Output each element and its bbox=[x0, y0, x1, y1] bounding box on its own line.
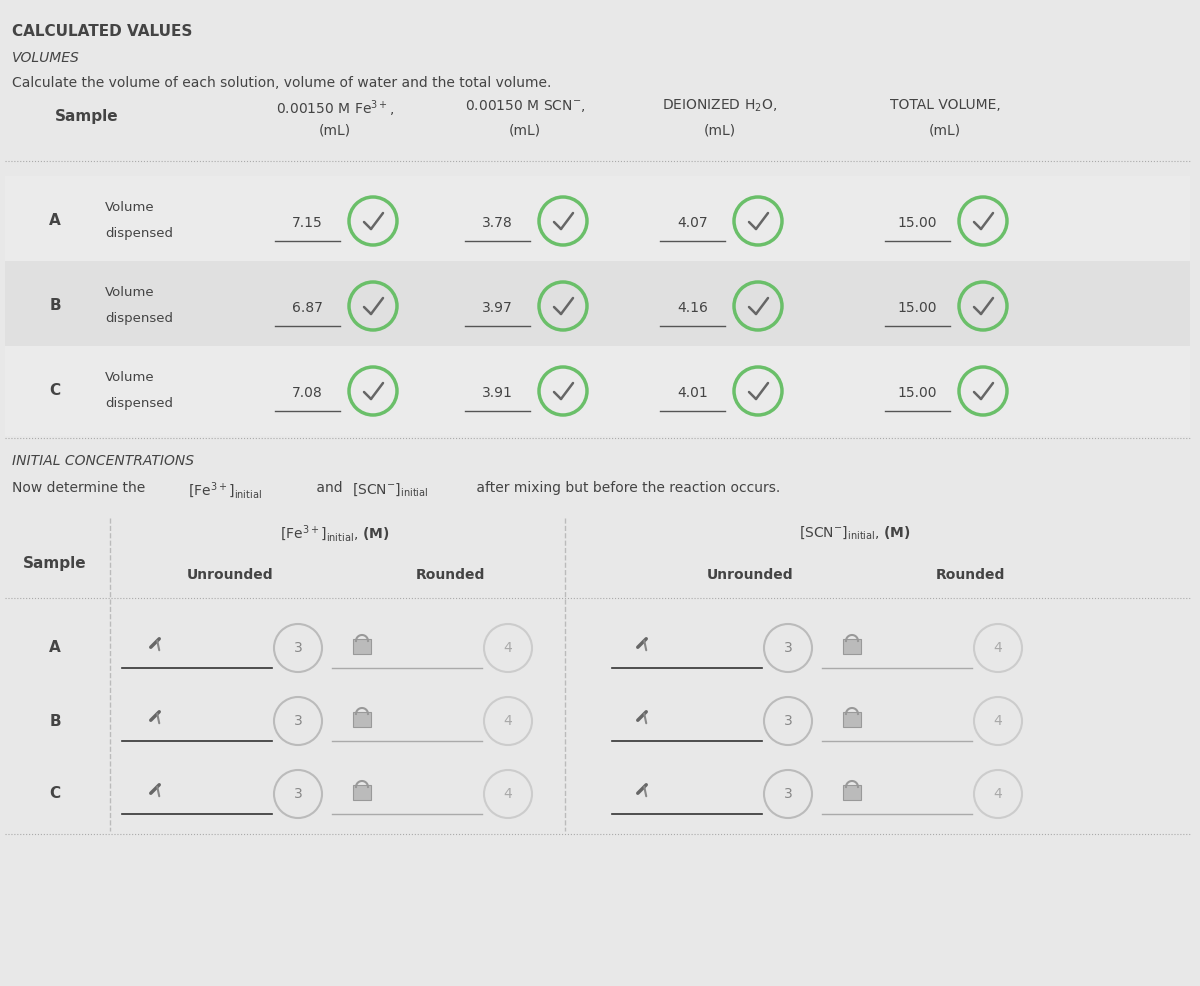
Text: VOLUMES: VOLUMES bbox=[12, 51, 79, 65]
Text: 7.08: 7.08 bbox=[292, 386, 323, 400]
Text: and: and bbox=[312, 481, 347, 495]
Text: $[\mathrm{SCN}^{-}]_{\mathrm{initial}}$: $[\mathrm{SCN}^{-}]_{\mathrm{initial}}$ bbox=[352, 481, 428, 498]
Text: 6.87: 6.87 bbox=[292, 301, 323, 315]
FancyBboxPatch shape bbox=[842, 785, 862, 800]
FancyBboxPatch shape bbox=[353, 712, 371, 727]
Text: 3.78: 3.78 bbox=[482, 216, 512, 230]
Text: Rounded: Rounded bbox=[935, 568, 1004, 582]
Text: 4: 4 bbox=[504, 641, 512, 655]
Text: $[\mathrm{SCN}^{-}]_{\mathrm{initial}}$, $\mathbf{(M)}$: $[\mathrm{SCN}^{-}]_{\mathrm{initial}}$,… bbox=[799, 524, 911, 540]
FancyBboxPatch shape bbox=[5, 176, 1190, 266]
Text: 4: 4 bbox=[504, 714, 512, 728]
Text: 4.16: 4.16 bbox=[677, 301, 708, 315]
Text: after mixing but before the reaction occurs.: after mixing but before the reaction occ… bbox=[472, 481, 780, 495]
FancyBboxPatch shape bbox=[5, 261, 1190, 351]
Text: 3: 3 bbox=[294, 787, 302, 801]
Text: 3: 3 bbox=[784, 714, 792, 728]
Text: Rounded: Rounded bbox=[415, 568, 485, 582]
Text: INITIAL CONCENTRATIONS: INITIAL CONCENTRATIONS bbox=[12, 454, 194, 468]
Text: 3.97: 3.97 bbox=[482, 301, 512, 315]
Text: 7.15: 7.15 bbox=[292, 216, 323, 230]
Text: 3: 3 bbox=[294, 641, 302, 655]
Text: dispensed: dispensed bbox=[106, 313, 173, 325]
Text: C: C bbox=[49, 787, 60, 802]
Text: 15.00: 15.00 bbox=[898, 301, 937, 315]
Text: C: C bbox=[49, 384, 60, 398]
Text: 15.00: 15.00 bbox=[898, 386, 937, 400]
Text: B: B bbox=[49, 714, 61, 729]
Text: TOTAL VOLUME,: TOTAL VOLUME, bbox=[889, 98, 1001, 112]
Text: Volume: Volume bbox=[106, 287, 155, 300]
FancyBboxPatch shape bbox=[353, 639, 371, 654]
Text: Volume: Volume bbox=[106, 372, 155, 385]
Text: 4: 4 bbox=[504, 787, 512, 801]
Text: 3.91: 3.91 bbox=[482, 386, 512, 400]
Text: B: B bbox=[49, 299, 61, 314]
Text: (mL): (mL) bbox=[509, 124, 541, 138]
Text: 3: 3 bbox=[784, 641, 792, 655]
Text: 0.00150 M SCN$^{-}$,: 0.00150 M SCN$^{-}$, bbox=[464, 98, 586, 114]
Text: $[\mathrm{Fe}^{3+}]_{\mathrm{initial}}$: $[\mathrm{Fe}^{3+}]_{\mathrm{initial}}$ bbox=[188, 481, 262, 502]
Text: A: A bbox=[49, 214, 61, 229]
Text: Calculate the volume of each solution, volume of water and the total volume.: Calculate the volume of each solution, v… bbox=[12, 76, 551, 90]
Text: 3: 3 bbox=[294, 714, 302, 728]
Text: 4: 4 bbox=[994, 714, 1002, 728]
Text: 4: 4 bbox=[994, 787, 1002, 801]
Text: dispensed: dispensed bbox=[106, 228, 173, 241]
FancyBboxPatch shape bbox=[353, 785, 371, 800]
Text: Unrounded: Unrounded bbox=[187, 568, 274, 582]
Text: DEIONIZED H$_2$O,: DEIONIZED H$_2$O, bbox=[662, 98, 778, 114]
Text: Sample: Sample bbox=[55, 108, 119, 123]
Text: dispensed: dispensed bbox=[106, 397, 173, 410]
Text: Sample: Sample bbox=[23, 556, 86, 571]
Text: 15.00: 15.00 bbox=[898, 216, 937, 230]
Text: A: A bbox=[49, 641, 61, 656]
Text: Now determine the: Now determine the bbox=[12, 481, 150, 495]
Text: Volume: Volume bbox=[106, 201, 155, 215]
Text: 4.01: 4.01 bbox=[677, 386, 708, 400]
FancyBboxPatch shape bbox=[842, 712, 862, 727]
FancyBboxPatch shape bbox=[5, 346, 1190, 436]
Text: 3: 3 bbox=[784, 787, 792, 801]
Text: (mL): (mL) bbox=[929, 124, 961, 138]
Text: CALCULATED VALUES: CALCULATED VALUES bbox=[12, 24, 192, 39]
Text: (mL): (mL) bbox=[319, 124, 352, 138]
Text: 4: 4 bbox=[994, 641, 1002, 655]
Text: 4.07: 4.07 bbox=[677, 216, 708, 230]
Text: 0.00150 M Fe$^{3+}$,: 0.00150 M Fe$^{3+}$, bbox=[276, 98, 394, 118]
Text: $[\mathrm{Fe}^{3+}]_{\mathrm{initial}}$, $\mathbf{(M)}$: $[\mathrm{Fe}^{3+}]_{\mathrm{initial}}$,… bbox=[281, 524, 390, 544]
FancyBboxPatch shape bbox=[842, 639, 862, 654]
Text: Unrounded: Unrounded bbox=[707, 568, 793, 582]
Text: (mL): (mL) bbox=[704, 124, 736, 138]
